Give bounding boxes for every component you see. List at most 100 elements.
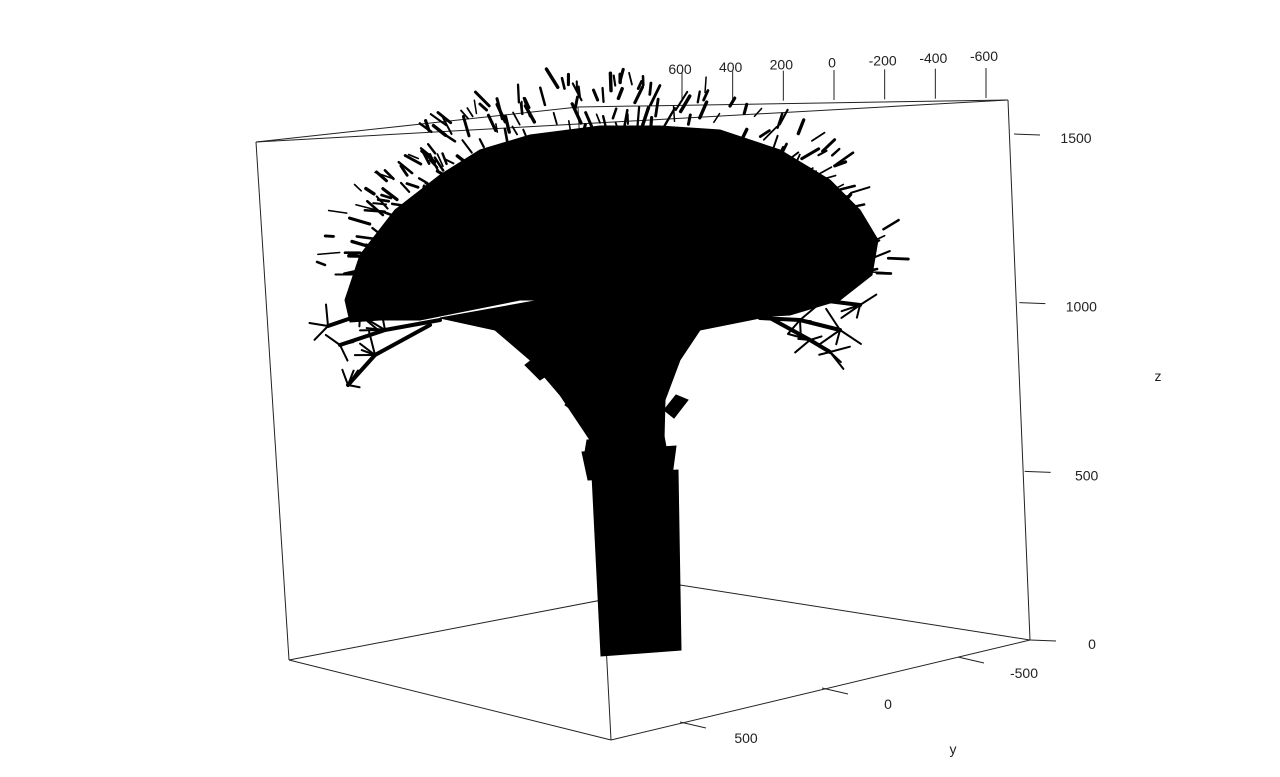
side-twig xyxy=(308,322,329,327)
crown-twig xyxy=(455,154,466,163)
crown-twig xyxy=(471,186,482,202)
crown-twig xyxy=(436,111,453,125)
crown-twig xyxy=(766,188,782,201)
crown-twig xyxy=(439,241,453,253)
crown-twig xyxy=(795,200,808,205)
crown-twig xyxy=(568,156,574,176)
side-twig xyxy=(339,344,349,362)
crown-twig xyxy=(689,169,707,187)
z-tick-mark xyxy=(1019,302,1046,305)
crown-twig xyxy=(495,97,504,121)
crown-twig xyxy=(365,243,377,251)
crown-twig xyxy=(704,76,707,94)
crown-twig xyxy=(376,198,391,203)
crown-twig xyxy=(571,82,583,102)
crown-twig xyxy=(429,113,448,127)
side-twig xyxy=(381,318,386,331)
crown-twig xyxy=(813,166,833,178)
crown-twig xyxy=(843,245,852,253)
x-tick-label: -400 xyxy=(919,50,947,66)
crown-twig xyxy=(771,134,779,153)
side-twig xyxy=(818,351,831,356)
crown-twig xyxy=(466,159,480,172)
crown-twig xyxy=(842,192,853,204)
side-twig xyxy=(324,303,329,327)
crown-twig xyxy=(460,242,473,252)
crown-twig xyxy=(622,108,629,130)
crown-twig xyxy=(700,172,714,192)
crown-twig xyxy=(467,227,486,234)
crown-twig xyxy=(778,164,788,176)
crown-twig xyxy=(533,154,545,178)
crown-twig xyxy=(480,198,489,212)
crown-twig xyxy=(745,209,756,223)
z-tick-label: 500 xyxy=(1075,467,1099,483)
crown-twig xyxy=(618,67,625,84)
crown-twig xyxy=(437,271,462,276)
crown-twig xyxy=(799,231,813,244)
crown-twig xyxy=(613,152,619,176)
crown-twig xyxy=(570,102,583,125)
side-twig xyxy=(324,333,341,346)
crown-twig xyxy=(477,151,490,162)
crown-twig xyxy=(664,152,674,168)
crown-twig xyxy=(790,206,806,224)
crown-twig xyxy=(778,222,791,227)
crown-twig xyxy=(549,138,559,151)
crown-twig xyxy=(503,114,511,134)
crown-twig xyxy=(758,129,771,138)
crown-twig xyxy=(742,102,749,115)
crown-twig xyxy=(641,125,647,138)
crown-twig xyxy=(716,186,734,200)
side-twig xyxy=(779,294,787,310)
crown-twig xyxy=(760,269,776,273)
crown-twig xyxy=(415,237,432,247)
crown-twig xyxy=(702,89,710,102)
crown-twig xyxy=(627,161,633,179)
crown-twig xyxy=(685,174,696,194)
crown-twig xyxy=(364,186,376,196)
z-tick-mark xyxy=(1024,470,1051,473)
crown-twig xyxy=(383,169,395,181)
crown-twig xyxy=(817,149,828,157)
crown-twig xyxy=(438,223,456,230)
crown-twig xyxy=(773,214,783,222)
crown-twig xyxy=(802,254,823,261)
crown-twig xyxy=(690,159,705,178)
crown-twig xyxy=(348,216,372,226)
crown-twig xyxy=(514,179,530,195)
crown-twig xyxy=(522,136,527,156)
crown-twig xyxy=(523,97,531,109)
crown-twig xyxy=(596,160,601,172)
crown-twig xyxy=(422,184,432,194)
crown-twig xyxy=(796,118,806,136)
crown-twig xyxy=(603,125,612,143)
crown-twig xyxy=(582,172,588,184)
crown-twig xyxy=(712,153,726,167)
crown-twig xyxy=(832,194,850,200)
crown-twig xyxy=(460,194,478,210)
crown-twig xyxy=(463,217,485,226)
crown-twig xyxy=(461,115,471,138)
crown-twig xyxy=(554,157,564,172)
branch-left-b xyxy=(524,354,556,381)
crown-twig xyxy=(679,145,683,168)
crown-twig xyxy=(665,165,673,181)
crown-twig xyxy=(525,151,530,165)
crown-twig xyxy=(808,177,823,197)
crown-twig xyxy=(659,167,666,178)
crown-twig xyxy=(807,201,822,215)
crown-twig xyxy=(731,169,751,188)
crown-twig xyxy=(323,234,335,238)
crown-twig xyxy=(770,241,786,251)
crown-twig xyxy=(457,206,468,220)
tree-series xyxy=(308,67,910,657)
side-twig xyxy=(829,345,851,353)
crown-twig xyxy=(431,123,448,137)
crown-twig xyxy=(433,156,445,172)
side-twig xyxy=(349,310,361,316)
crown-twig xyxy=(503,164,513,180)
crown-twig xyxy=(456,196,472,207)
crown-twig xyxy=(502,163,516,175)
box-edge-bottom-right xyxy=(610,639,1031,741)
